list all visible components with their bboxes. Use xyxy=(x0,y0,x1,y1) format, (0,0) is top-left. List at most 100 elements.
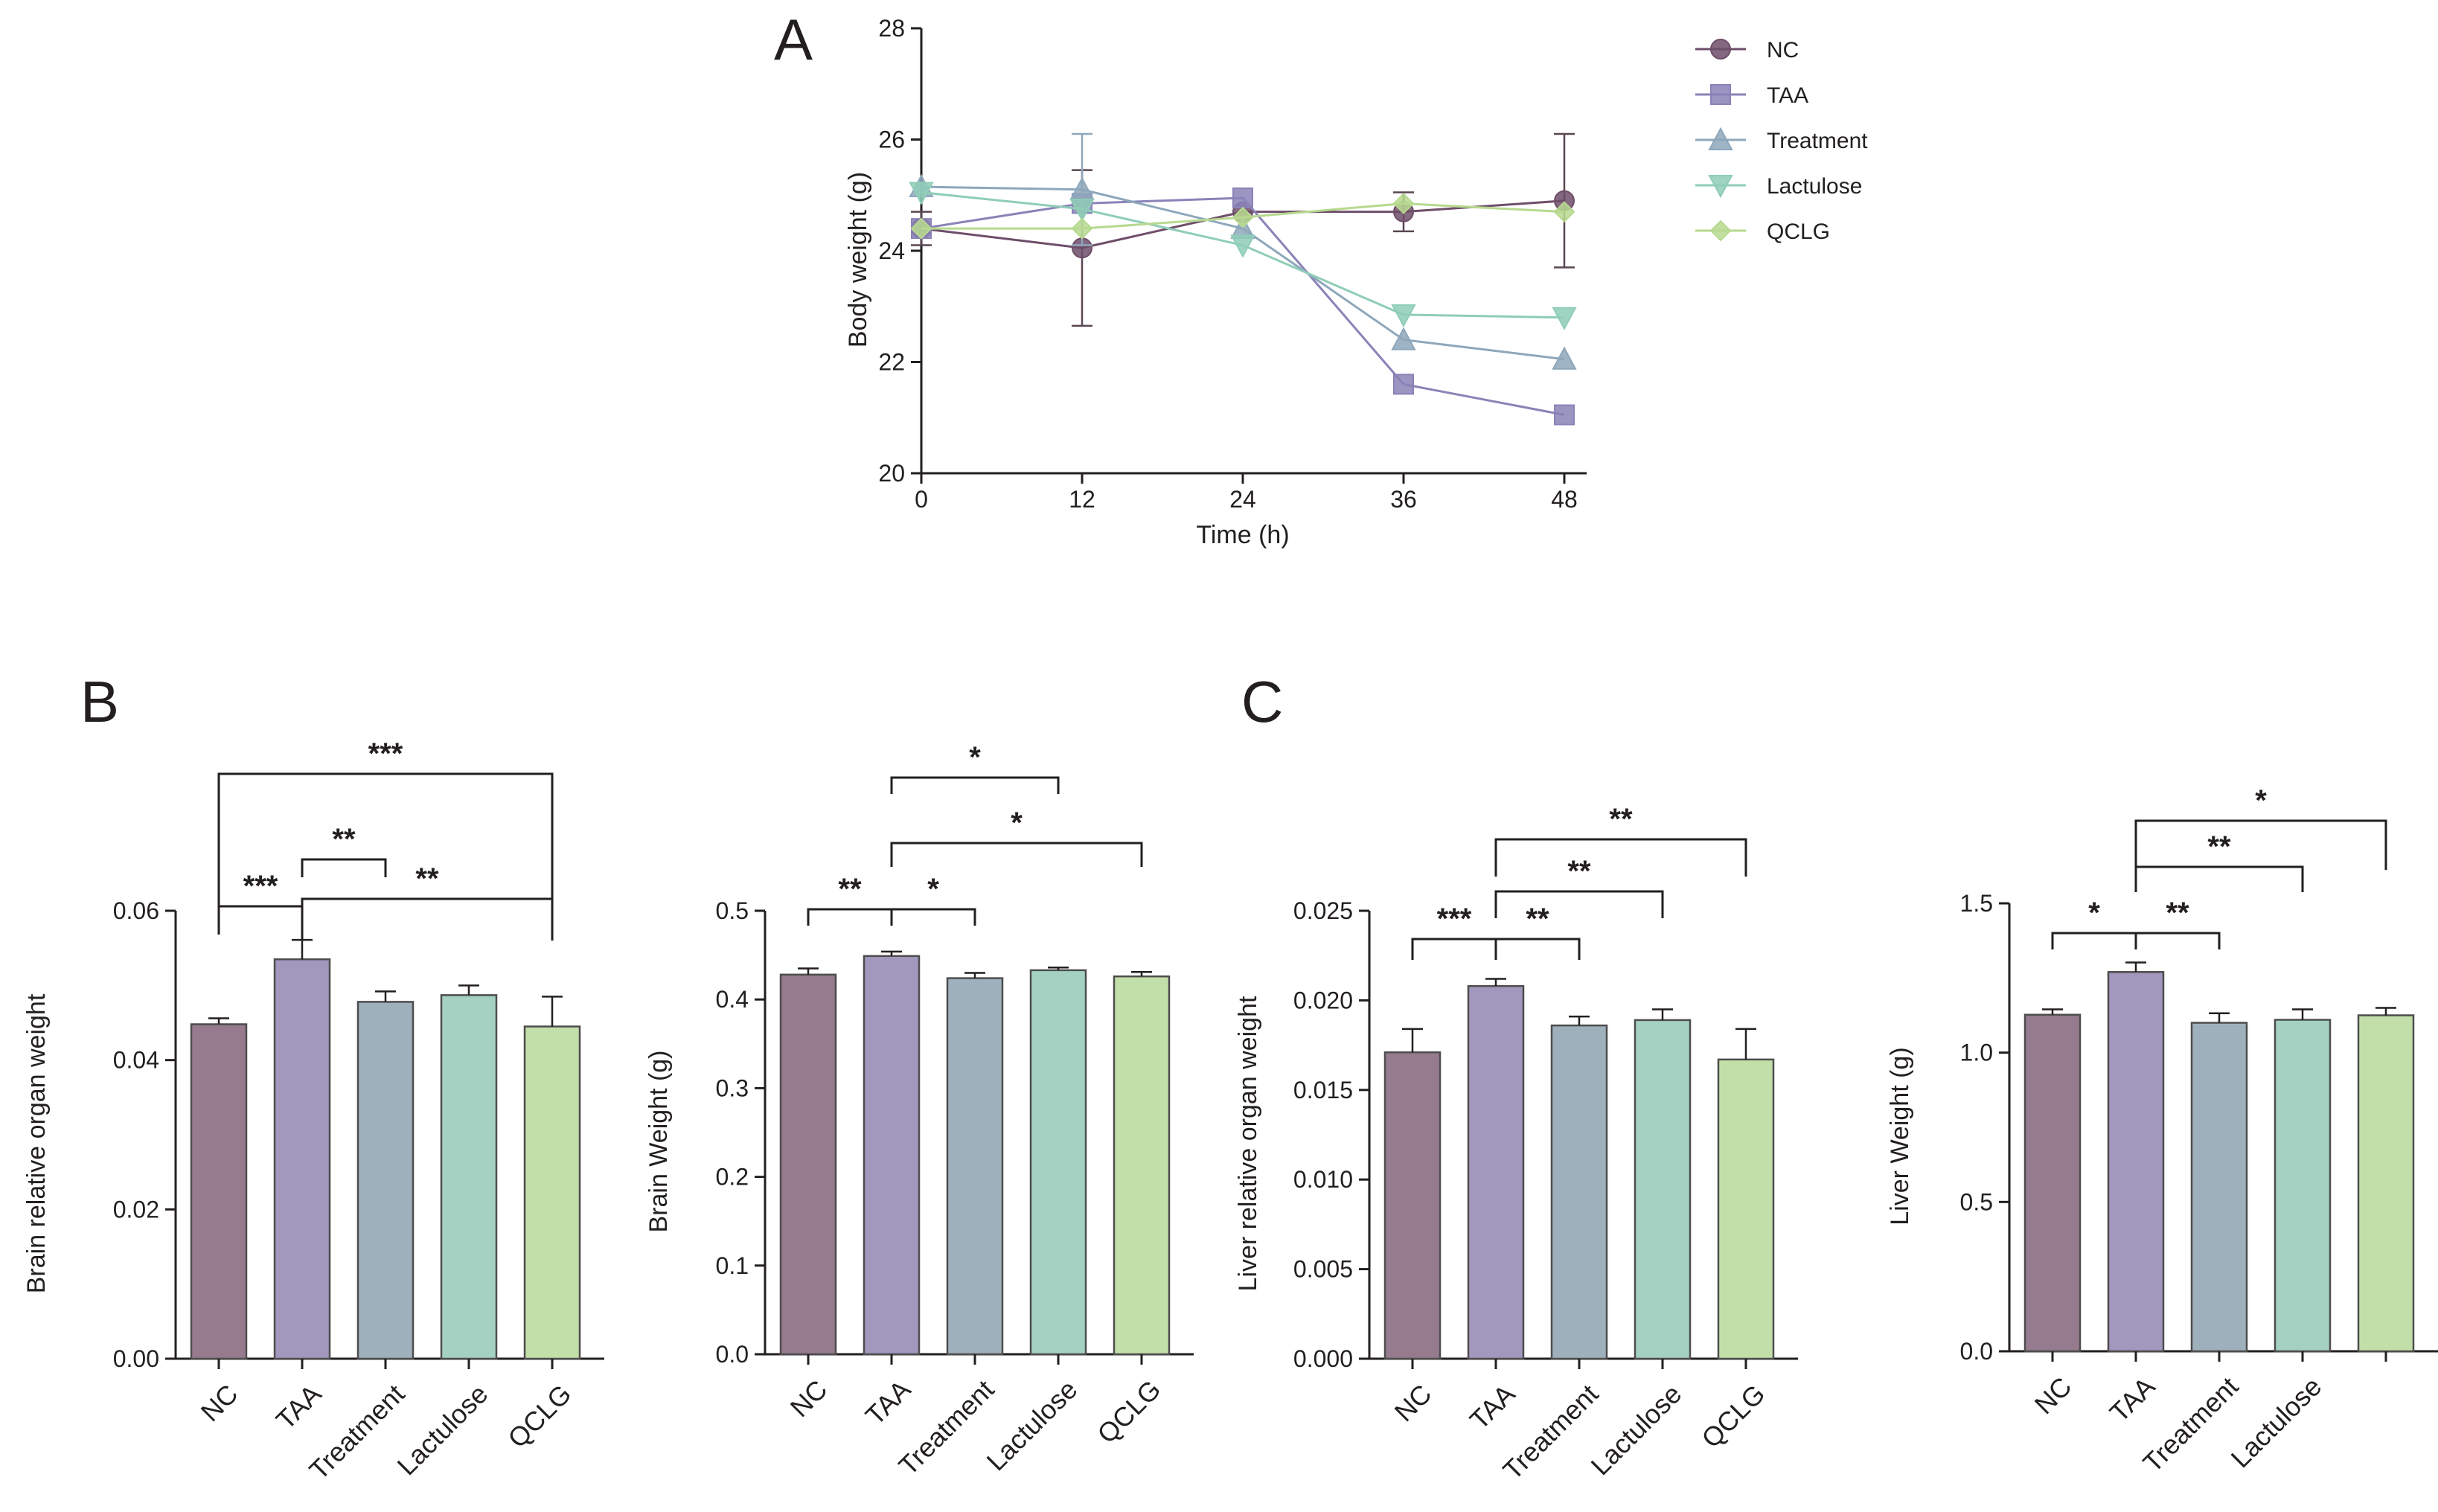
bar xyxy=(523,1025,581,1360)
y-tick-label: 0.0 xyxy=(716,1341,749,1368)
category-label: QCLG xyxy=(1091,1374,1166,1449)
y-axis-label: Body weight (g) xyxy=(844,172,872,347)
significance-bracket xyxy=(2134,819,2387,870)
x-tick-label: 24 xyxy=(1229,486,1256,513)
y-tick-label: 0.000 xyxy=(1293,1345,1353,1372)
significance-label: ** xyxy=(332,823,356,856)
x-tick-label: 36 xyxy=(1390,486,1417,513)
bar xyxy=(1467,984,1525,1360)
y-tick-label: 0.5 xyxy=(716,897,749,924)
significance-bracket xyxy=(301,897,554,941)
y-tick-label: 0.5 xyxy=(1960,1188,1993,1215)
category-label: TAA xyxy=(270,1378,327,1435)
significance-bracket xyxy=(1411,938,1497,960)
bar xyxy=(440,994,498,1360)
significance-label: * xyxy=(2255,784,2267,817)
y-tick-label: 0.02 xyxy=(113,1196,159,1223)
panel-b-brain-relative-chart: 0.00 0.02 0.04 0.06 Brain relative organ wei… xyxy=(22,669,604,1486)
significance-label: ** xyxy=(1609,803,1633,836)
panel-c-liver-relative-chart: 0.000 0.005 0.010 0.015 0.020 0.025 Liver rela… xyxy=(1234,669,1798,1486)
significance-bracket xyxy=(807,908,893,926)
data-point xyxy=(909,182,934,205)
y-tick-label: 0.4 xyxy=(716,986,749,1013)
bar xyxy=(356,1001,415,1360)
category-label: Lactulose xyxy=(2224,1371,2327,1473)
y-tick-label: 26 xyxy=(878,126,905,153)
y-tick-label: 0.04 xyxy=(113,1047,159,1074)
data-point xyxy=(1554,404,1575,426)
bar xyxy=(1550,1024,1608,1360)
data-point xyxy=(1552,346,1577,370)
bar xyxy=(779,973,837,1356)
bar xyxy=(1113,975,1171,1356)
category-label: NC xyxy=(195,1378,244,1427)
legend-label: NC xyxy=(1767,38,1799,63)
significance-label: ** xyxy=(415,862,439,895)
bar xyxy=(2107,971,2165,1353)
significance-label: * xyxy=(2088,897,2100,929)
category-label: QCLG xyxy=(1695,1378,1770,1453)
legend-marker xyxy=(1708,126,1733,150)
bar xyxy=(2274,1019,2332,1353)
legend-label: Treatment xyxy=(1767,129,1868,153)
significance-label: * xyxy=(927,873,939,906)
y-tick-label: 0.06 xyxy=(113,897,159,924)
category-label: Lactulose xyxy=(1584,1378,1687,1481)
data-point xyxy=(1392,193,1415,214)
y-tick-label: 24 xyxy=(878,237,905,264)
y-tick-label: 0.2 xyxy=(716,1164,749,1191)
significance-label: * xyxy=(969,741,981,774)
data-point xyxy=(1069,198,1095,222)
y-tick-label: 1.0 xyxy=(1960,1040,1993,1066)
data-point xyxy=(1232,187,1253,208)
bar xyxy=(190,1023,248,1360)
y-tick-label: 0.010 xyxy=(1293,1166,1353,1193)
bar xyxy=(1383,1051,1442,1360)
x-tick-label: 0 xyxy=(915,486,928,513)
significance-label: ** xyxy=(2166,897,2189,929)
data-point xyxy=(910,217,932,240)
category-label: NC xyxy=(2029,1371,2078,1420)
category-label: TAA xyxy=(1464,1378,1521,1435)
significance-bracket xyxy=(890,842,1143,867)
category-label: Lactulose xyxy=(391,1378,493,1481)
panel-label: C xyxy=(1241,669,1283,734)
y-axis-label: Brain relative organ weight xyxy=(22,993,51,1293)
significance-label: ** xyxy=(1526,903,1549,935)
x-axis-label: Time (h) xyxy=(1196,521,1289,549)
significance-label: *** xyxy=(368,737,403,770)
significance-bracket xyxy=(2134,865,2304,892)
significance-bracket xyxy=(1494,938,1581,960)
y-tick-label: 0.015 xyxy=(1293,1077,1353,1103)
category-label: TAA xyxy=(860,1374,917,1431)
data-point xyxy=(1230,234,1255,258)
data-point xyxy=(1553,201,1575,223)
category-label: TAA xyxy=(2104,1371,2161,1428)
data-point xyxy=(1071,217,1093,240)
significance-bracket xyxy=(2051,932,2137,949)
significance-bracket xyxy=(1494,890,1664,918)
legend-label: TAA xyxy=(1767,83,1808,108)
y-tick-label: 0.020 xyxy=(1293,987,1353,1013)
significance-label: ** xyxy=(1567,855,1591,888)
y-tick-label: 0.0 xyxy=(1960,1338,1993,1365)
significance-bracket xyxy=(1494,838,1747,877)
legend-label: QCLG xyxy=(1767,220,1830,244)
y-tick-label: 22 xyxy=(878,349,905,376)
data-point xyxy=(1391,327,1416,350)
significance-bracket xyxy=(2134,932,2221,949)
data-point xyxy=(1393,374,1414,395)
legend-label: Lactulose xyxy=(1767,174,1862,199)
x-tick-label: 12 xyxy=(1069,486,1095,513)
significance-label: ** xyxy=(2207,830,2231,863)
category-label: QCLG xyxy=(502,1378,577,1453)
y-axis-label: Liver relative organ weight xyxy=(1234,996,1262,1291)
bar xyxy=(1634,1019,1692,1360)
significance-label: *** xyxy=(1437,903,1472,935)
panel-a-line-chart: 20 22 24 26 28 0 12 24 36 48 Body weight (g) Time (… xyxy=(774,7,1868,549)
significance-bracket xyxy=(217,772,554,935)
y-tick-label: 20 xyxy=(878,460,905,487)
